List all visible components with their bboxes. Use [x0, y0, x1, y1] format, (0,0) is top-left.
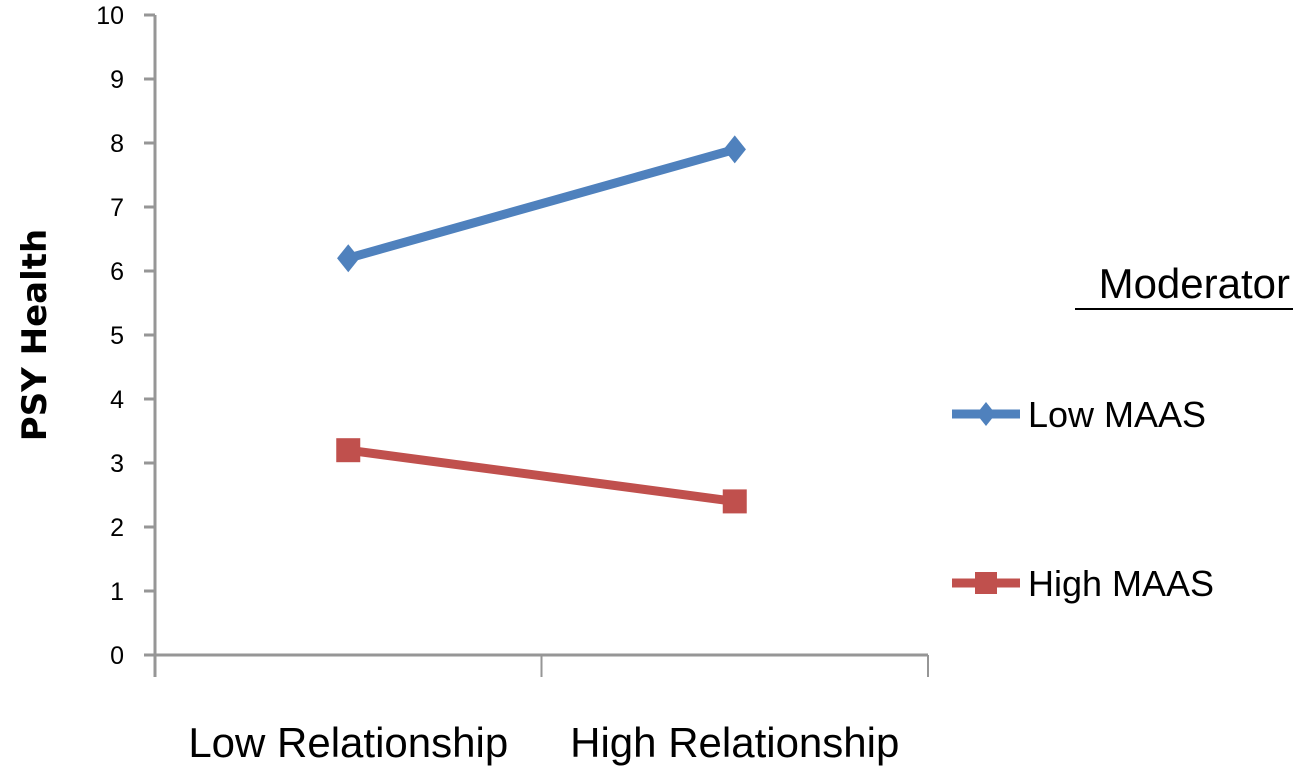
- legend-item: High MAAS: [952, 563, 1214, 604]
- y-tick-label: 5: [110, 322, 124, 350]
- diamond-marker-icon: [976, 402, 996, 426]
- square-marker-icon: [336, 438, 361, 463]
- x-category-label: High Relationship: [570, 719, 899, 766]
- square-marker-icon: [975, 572, 997, 594]
- plot-series: [336, 135, 747, 514]
- square-marker-icon: [722, 489, 747, 514]
- legend-label: High MAAS: [1028, 563, 1214, 604]
- series-line: [343, 445, 740, 506]
- axes: [144, 15, 929, 677]
- y-tick-label: 6: [110, 258, 124, 286]
- y-tick-label: 3: [110, 450, 124, 478]
- legend: Moderator Low MAAS High MAAS: [952, 260, 1293, 604]
- y-tick-label: 10: [96, 2, 124, 30]
- y-tick-label: 0: [110, 642, 124, 670]
- y-tick-label: 8: [110, 130, 124, 158]
- series-low-maas: [337, 135, 746, 273]
- legend-title: Moderator: [1099, 260, 1290, 307]
- diamond-marker-icon: [337, 244, 360, 273]
- y-axis-title: PSY Health: [15, 229, 55, 441]
- y-tick-label: 4: [110, 386, 124, 414]
- x-category-label: Low Relationship: [188, 719, 508, 766]
- y-axis-ticks: 0 1 2 3 4 5 6 7 8 9 10: [96, 2, 155, 670]
- x-axis-categories: Low Relationship High Relationship: [188, 719, 899, 766]
- y-tick-label: 2: [110, 514, 124, 542]
- diamond-marker-icon: [723, 135, 746, 164]
- y-tick-label: 9: [110, 66, 124, 94]
- legend-item: Low MAAS: [952, 394, 1206, 435]
- legend-label: Low MAAS: [1028, 394, 1206, 435]
- series-line: [343, 144, 740, 263]
- series-high-maas: [336, 438, 747, 514]
- y-tick-label: 1: [110, 578, 124, 606]
- y-tick-label: 7: [110, 194, 124, 222]
